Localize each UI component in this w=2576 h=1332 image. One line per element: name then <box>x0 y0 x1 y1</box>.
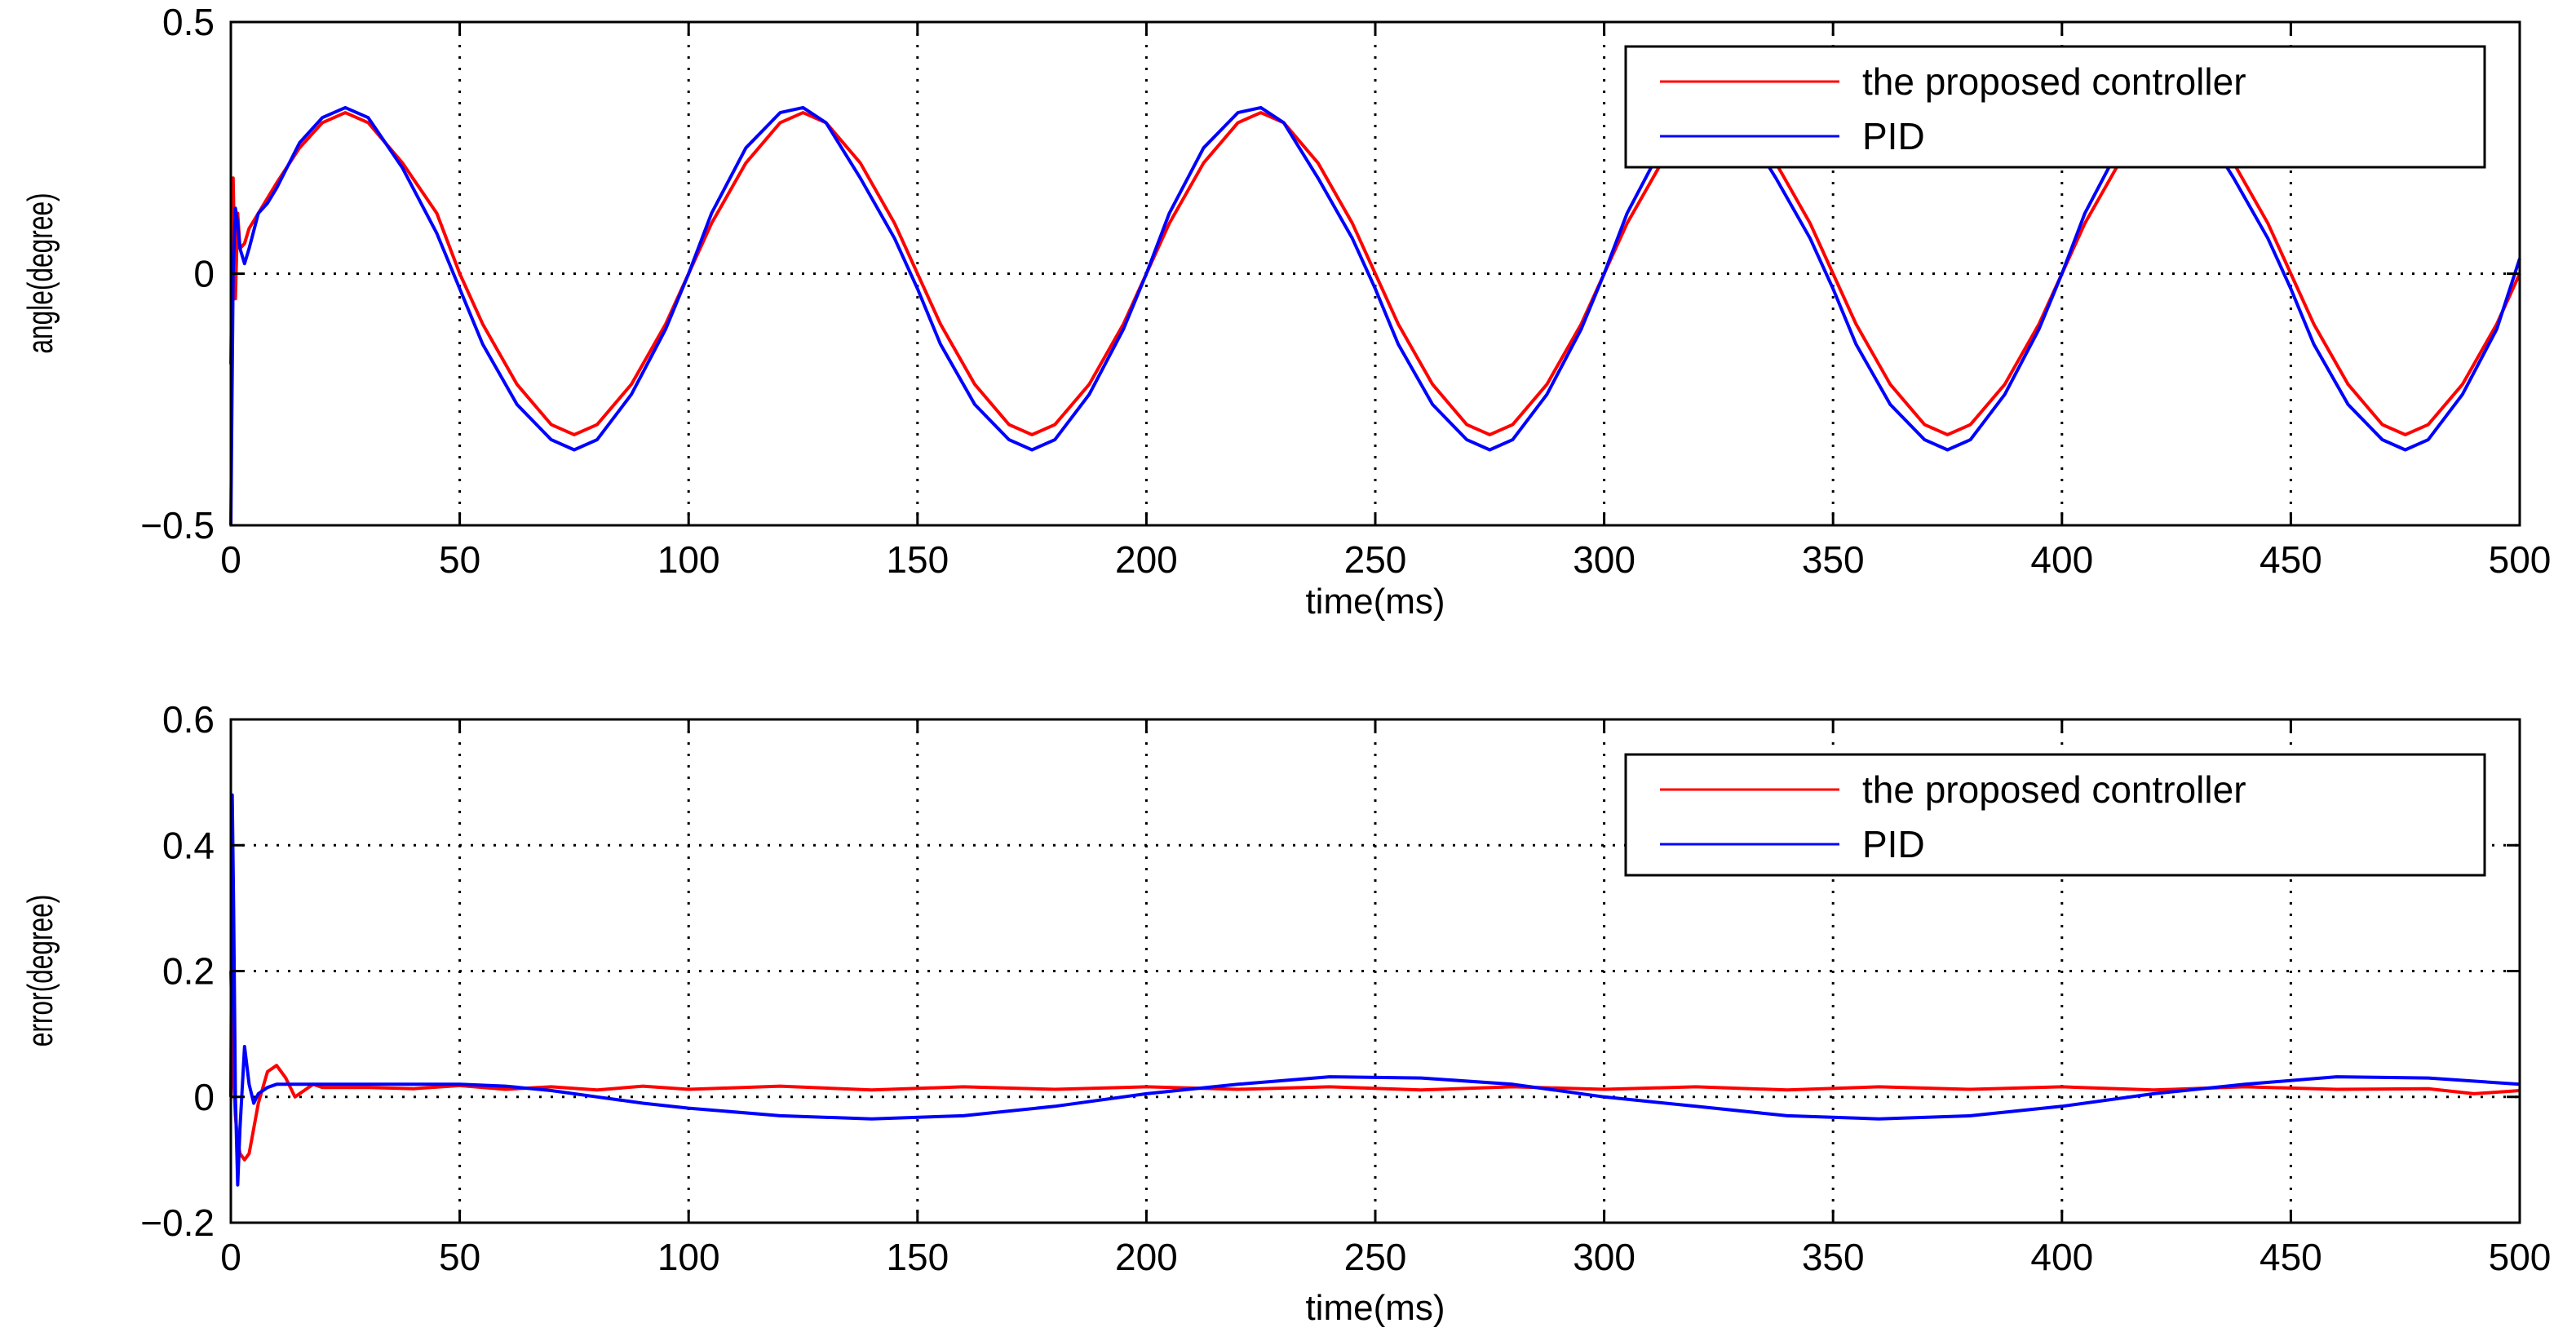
angle-x-tick-label: 50 <box>439 538 480 581</box>
angle-x-tick-label: 100 <box>657 538 720 581</box>
error-x-tick-label: 0 <box>220 1236 241 1278</box>
angle-x-tick-label: 250 <box>1344 538 1407 581</box>
angle-series-line-proposed <box>229 111 2521 436</box>
angle-legend-label-proposed: the proposed controller <box>1862 60 2246 103</box>
error-panel: 0 50 100 150 200 250 300 350 400 450 500−0.200.20.… <box>20 698 2551 1328</box>
angle-series <box>229 105 2521 526</box>
angle-y-tick-label: 0 <box>193 253 215 295</box>
error-x-tick-label: 100 <box>657 1236 720 1278</box>
error-x-tick-label: 200 <box>1115 1236 1178 1278</box>
angle-x-axis-label: time(ms) <box>1305 582 1445 622</box>
error-y-tick-label: 0.2 <box>162 950 215 993</box>
angle-legend-label-pid: PID <box>1862 115 1925 157</box>
error-ticks: 0 50 100 150 200 250 300 350 400 450 500−0.200.20.… <box>140 698 2551 1278</box>
error-y-tick-label: 0.6 <box>162 698 215 741</box>
angle-ticks: 0 50 100 150 200 250 300 350 400 450 500−0.500.5 <box>140 1 2551 581</box>
error-x-tick-label: 500 <box>2489 1236 2552 1278</box>
error-y-axis-label: error(degree) <box>20 895 60 1047</box>
error-x-tick-label: 300 <box>1573 1236 1635 1278</box>
angle-x-tick-label: 150 <box>886 538 949 581</box>
angle-x-tick-label: 0 <box>220 538 241 581</box>
angle-x-tick-label: 200 <box>1115 538 1178 581</box>
angle-x-tick-label: 350 <box>1802 538 1865 581</box>
error-x-tick-label: 50 <box>439 1236 480 1278</box>
error-x-tick-label: 350 <box>1802 1236 1865 1278</box>
error-x-tick-label: 400 <box>2030 1236 2093 1278</box>
angle-x-tick-label: 300 <box>1573 538 1635 581</box>
error-x-axis-label: time(ms) <box>1305 1288 1445 1328</box>
error-x-tick-label: 250 <box>1344 1236 1407 1278</box>
error-x-tick-label: 150 <box>886 1236 949 1278</box>
angle-legend: the proposed controller PID <box>1624 45 2486 169</box>
error-legend-label-pid: PID <box>1862 823 1925 865</box>
error-y-tick-label: −0.2 <box>140 1201 215 1244</box>
angle-panel: 0 50 100 150 200 250 300 350 400 450 500−0.500.5 t… <box>20 1 2551 622</box>
angle-y-tick-label: −0.5 <box>140 504 215 547</box>
error-legend: the proposed controller PID <box>1624 753 2486 877</box>
angle-x-tick-label: 500 <box>2489 538 2552 581</box>
angle-x-tick-label: 400 <box>2030 538 2093 581</box>
error-x-tick-label: 450 <box>2260 1236 2322 1278</box>
error-y-tick-label: 0.4 <box>162 824 215 866</box>
angle-series-line-pid <box>229 105 2521 526</box>
angle-y-axis-label: angle(degree) <box>20 192 60 353</box>
error-y-tick-label: 0 <box>193 1076 215 1118</box>
error-series <box>229 793 2521 1187</box>
error-legend-label-proposed: the proposed controller <box>1862 768 2246 811</box>
angle-x-tick-label: 450 <box>2260 538 2322 581</box>
error-series-line-pid <box>229 793 2521 1187</box>
angle-y-tick-label: 0.5 <box>162 1 215 43</box>
error-series-line-proposed <box>229 971 2521 1162</box>
